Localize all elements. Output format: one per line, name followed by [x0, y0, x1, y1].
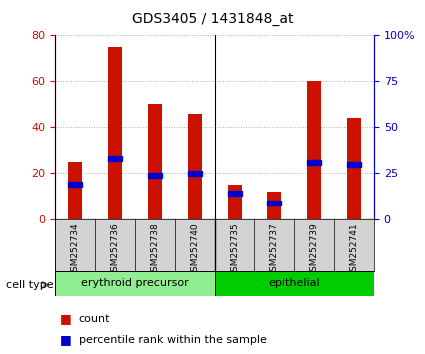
- Bar: [347, 162, 361, 166]
- Bar: [188, 171, 202, 176]
- Text: GSM252734: GSM252734: [71, 222, 79, 277]
- Bar: [148, 104, 162, 219]
- Text: epithelial: epithelial: [269, 278, 320, 288]
- Bar: [148, 173, 162, 178]
- Text: GSM252736: GSM252736: [110, 222, 119, 277]
- Text: GSM252738: GSM252738: [150, 222, 159, 277]
- Text: GSM252740: GSM252740: [190, 222, 199, 277]
- FancyBboxPatch shape: [215, 271, 374, 296]
- FancyBboxPatch shape: [55, 271, 215, 296]
- Text: percentile rank within the sample: percentile rank within the sample: [79, 335, 266, 345]
- Bar: [68, 162, 82, 219]
- Text: ■: ■: [60, 312, 71, 325]
- Bar: [227, 192, 241, 196]
- Text: cell type: cell type: [6, 280, 54, 290]
- Bar: [227, 185, 241, 219]
- Bar: [188, 114, 202, 219]
- Bar: [68, 182, 82, 187]
- Text: GSM252735: GSM252735: [230, 222, 239, 277]
- Bar: [347, 118, 361, 219]
- Bar: [307, 160, 321, 165]
- Bar: [108, 156, 122, 161]
- Bar: [307, 81, 321, 219]
- Text: GSM252739: GSM252739: [310, 222, 319, 277]
- Text: GSM252737: GSM252737: [270, 222, 279, 277]
- Text: erythroid precursor: erythroid precursor: [81, 278, 189, 288]
- Bar: [108, 47, 122, 219]
- Bar: [267, 201, 281, 205]
- Bar: [267, 192, 281, 219]
- Text: GSM252741: GSM252741: [350, 222, 359, 277]
- Text: count: count: [79, 314, 110, 324]
- Text: ■: ■: [60, 333, 71, 346]
- Text: GDS3405 / 1431848_at: GDS3405 / 1431848_at: [132, 12, 293, 27]
